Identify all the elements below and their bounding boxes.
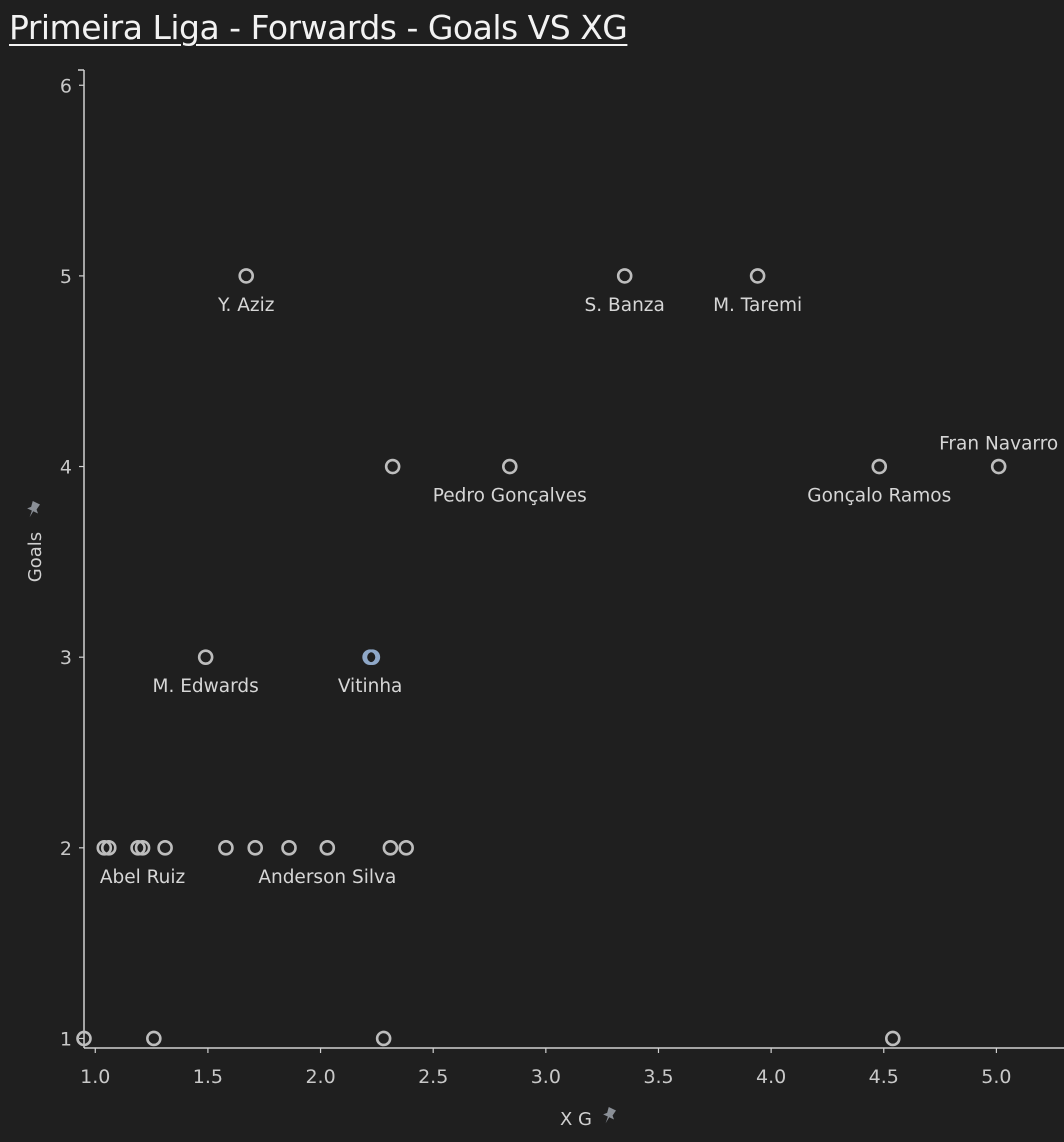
y-tick-label: 3 — [60, 647, 72, 669]
point-label: Gonçalo Ramos — [807, 486, 951, 507]
point-label: Vitinha — [338, 676, 403, 697]
y-axis-title: Goals — [25, 532, 46, 582]
data-point[interactable] — [157, 840, 173, 856]
point-labels: Y. Aziz S. Banza M. Taremi Pedro Gonçalves G… — [100, 295, 1058, 888]
data-point[interactable] — [238, 268, 255, 284]
x-tick-label: 2.5 — [418, 1066, 448, 1088]
data-point[interactable] — [218, 840, 234, 856]
point-label: Anderson Silva — [258, 867, 396, 888]
x-tick-label: 5.0 — [981, 1066, 1011, 1088]
x-tick-label: 3.0 — [531, 1066, 561, 1088]
data-point[interactable] — [871, 458, 888, 475]
data-point[interactable] — [76, 1030, 92, 1047]
x-tick-label: 2.0 — [305, 1066, 335, 1088]
x-tick-label: 3.5 — [643, 1066, 673, 1088]
y-tick-label: 6 — [60, 75, 72, 97]
y-axis-pin-icon[interactable] — [24, 500, 42, 520]
axes — [78, 69, 1064, 1049]
point-label: M. Taremi — [713, 295, 802, 316]
y-tick-label: 5 — [60, 266, 72, 288]
data-point[interactable] — [384, 458, 401, 475]
data-point[interactable] — [375, 1030, 392, 1047]
y-tick-label: 4 — [60, 457, 72, 479]
data-point[interactable] — [134, 840, 151, 856]
y-tick-label: 2 — [60, 838, 72, 860]
data-point[interactable] — [501, 458, 518, 475]
data-point[interactable] — [382, 840, 399, 856]
point-label: Fran Navarro — [939, 434, 1058, 455]
x-tick-label: 4.0 — [756, 1066, 786, 1088]
x-axis-title: X G — [560, 1109, 592, 1130]
data-point[interactable] — [398, 840, 414, 856]
data-point[interactable] — [247, 840, 264, 856]
data-point[interactable] — [146, 1030, 162, 1047]
data-point[interactable] — [364, 649, 381, 665]
data-point[interactable] — [96, 840, 113, 856]
x-ticks: 1.0 1.5 2.0 2.5 3.0 3.5 4.0 4.5 5.0 — [80, 1048, 1012, 1088]
data-points — [76, 268, 1007, 1047]
x-tick-label: 4.5 — [869, 1066, 899, 1088]
point-label: Y. Aziz — [217, 295, 275, 316]
x-tick-label: 1.5 — [193, 1066, 223, 1088]
data-point[interactable] — [749, 268, 766, 284]
chart-title: Primeira Liga - Forwards - Goals VS XG — [9, 8, 628, 47]
point-label: Pedro Gonçalves — [433, 486, 587, 507]
point-label: Abel Ruiz — [100, 867, 185, 888]
x-axis-pin-icon[interactable] — [600, 1106, 618, 1126]
data-point[interactable] — [100, 840, 117, 856]
data-point[interactable] — [281, 840, 297, 856]
data-point[interactable] — [884, 1030, 901, 1047]
data-point[interactable] — [616, 268, 633, 284]
data-point[interactable] — [130, 840, 146, 856]
x-tick-label: 1.0 — [80, 1066, 110, 1088]
point-label: S. Banza — [585, 295, 665, 316]
point-label: M. Edwards — [153, 676, 259, 697]
data-point[interactable] — [319, 840, 336, 856]
data-point[interactable] — [990, 458, 1007, 475]
y-ticks: 1 2 3 4 5 6 — [60, 75, 84, 1050]
y-tick-label: 1 — [60, 1028, 72, 1050]
data-point[interactable] — [197, 649, 214, 665]
